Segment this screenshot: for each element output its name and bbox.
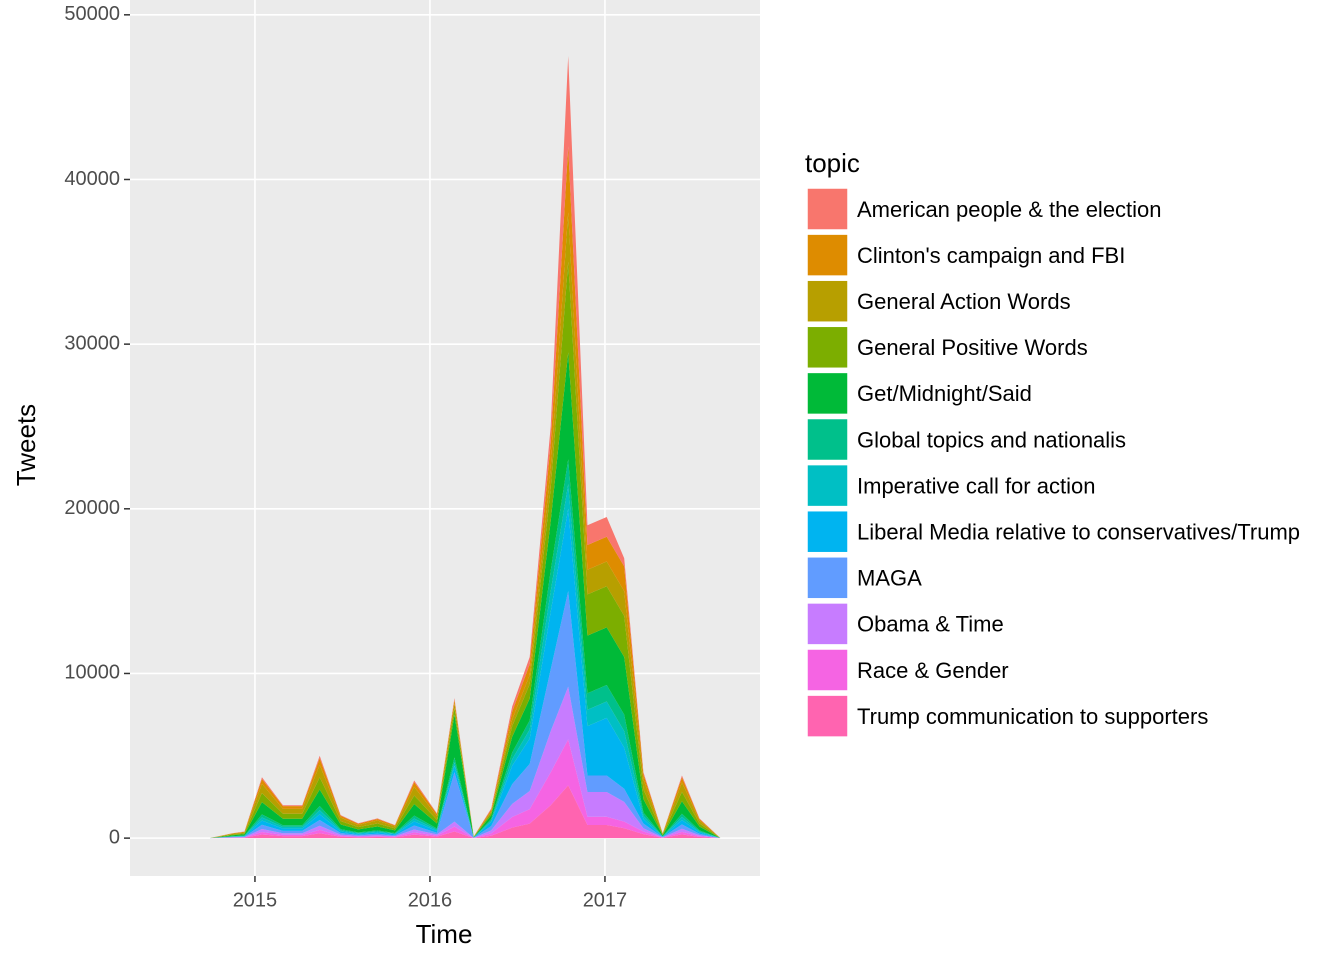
legend-title: topic — [805, 148, 860, 178]
legend-label: Liberal Media relative to conservatives/… — [857, 520, 1300, 545]
legend-label: Imperative call for action — [857, 473, 1095, 498]
legend-key — [806, 279, 849, 323]
y-tick-label: 40000 — [64, 168, 120, 190]
legend-key — [806, 463, 849, 508]
legend-key — [806, 694, 849, 738]
y-tick-label: 30000 — [64, 332, 120, 354]
y-tick-label: 10000 — [64, 662, 120, 684]
legend-key — [806, 648, 849, 692]
legend-label: MAGA — [857, 566, 922, 591]
legend-key — [806, 325, 849, 370]
legend-key — [806, 417, 849, 462]
y-axis-title: Tweets — [11, 404, 41, 486]
legend-key — [806, 602, 849, 646]
legend-label: Race & Gender — [857, 658, 1009, 683]
y-tick-label: 20000 — [64, 497, 120, 519]
x-tick-label: 2017 — [583, 889, 628, 911]
y-tick-label: 50000 — [64, 3, 120, 25]
panel — [130, 0, 760, 876]
area — [209, 508, 721, 839]
legend-label: American people & the election — [857, 197, 1162, 222]
y-tick-label: 0 — [109, 826, 120, 848]
legend-label: Trump communication to supporters — [857, 704, 1208, 729]
legend-label: Clinton's campaign and FBI — [857, 243, 1125, 268]
area — [209, 686, 721, 839]
area — [209, 591, 721, 839]
legend-key — [806, 187, 849, 231]
x-axis-title: Time — [416, 919, 473, 949]
legend-label: General Action Words — [857, 289, 1071, 314]
legend-key — [806, 509, 849, 554]
legend-key — [806, 371, 849, 416]
legend-label: Obama & Time — [857, 612, 1004, 637]
legend-key — [806, 556, 849, 600]
legend-key — [806, 233, 849, 277]
legend-label: Get/Midnight/Said — [857, 381, 1032, 406]
x-tick-label: 2016 — [408, 889, 453, 911]
legend-label: General Positive Words — [857, 335, 1088, 360]
x-tick-label: 2015 — [233, 889, 278, 911]
legend-label: Global topics and nationalis — [857, 427, 1126, 452]
